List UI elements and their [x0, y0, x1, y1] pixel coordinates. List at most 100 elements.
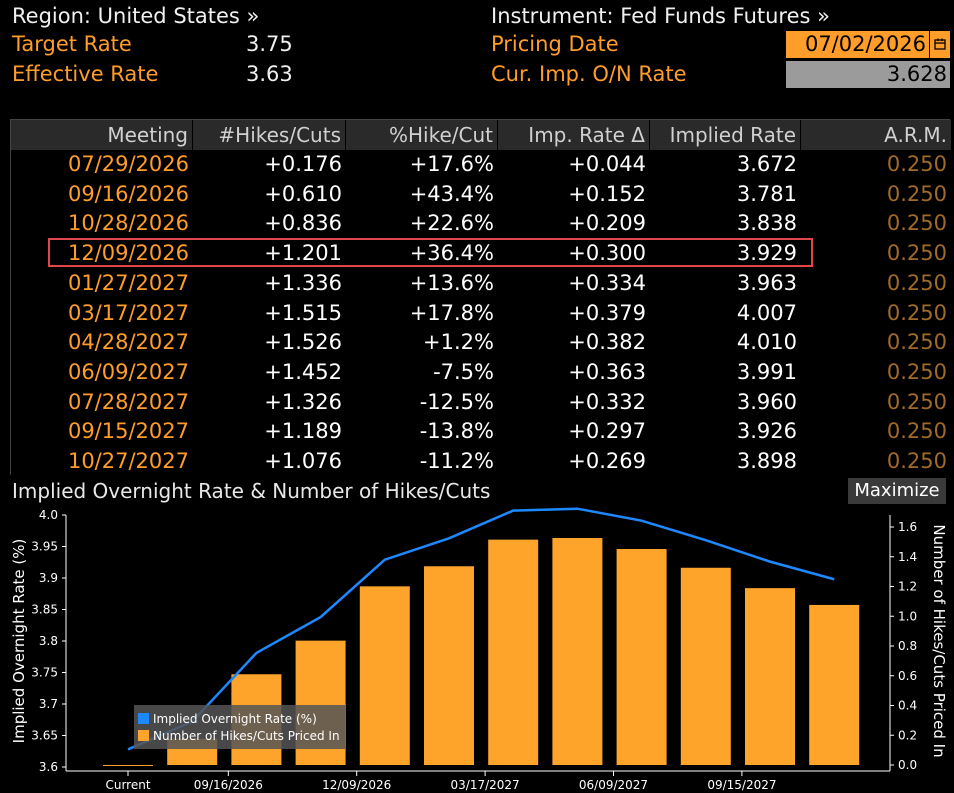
x-tick-label: 09/16/2026 [194, 778, 263, 792]
legend-label-rate: Implied Overnight Rate (%) [153, 712, 317, 726]
hikes-cuts-value: +0.836 [264, 211, 342, 236]
x-tick-label: Current [105, 778, 150, 792]
pct-hike-cut-value: +17.8% [409, 300, 494, 325]
meeting-date: 07/28/2027 [67, 389, 189, 414]
pct-hike-cut-value: -12.5% [419, 389, 494, 414]
arm-value: 0.250 [886, 300, 947, 325]
y2-tick-label: 0.2 [898, 728, 917, 742]
table-row[interactable]: 06/09/2027 +1.452 -7.5% +0.363 3.991 0.250 [11, 358, 951, 388]
hikes-cuts-value: +1.515 [264, 300, 342, 325]
target-rate-label: Target Rate [12, 32, 132, 56]
y2-tick-label: 1.6 [898, 520, 917, 534]
imp-rate-delta-value: +0.382 [568, 330, 646, 355]
implied-rate-value: 3.781 [736, 181, 797, 206]
x-tick-label: 06/09/2027 [579, 778, 648, 792]
hikes-cuts-value: +1.326 [264, 389, 342, 414]
y-tick-label: 3.65 [31, 729, 58, 743]
hikes-bar[interactable] [680, 567, 731, 765]
y2-tick-label: 0.8 [898, 639, 917, 653]
hikes-bar[interactable] [359, 586, 410, 765]
arm-value: 0.250 [886, 359, 947, 384]
implied-rate-value: 3.991 [736, 359, 797, 384]
table-row[interactable]: 07/28/2027 +1.326 -12.5% +0.332 3.960 0.250 [11, 388, 951, 418]
hikes-bar[interactable] [103, 765, 153, 766]
chart-title: Implied Overnight Rate & Number of Hikes… [12, 479, 491, 503]
hikes-bar[interactable] [809, 604, 860, 765]
col-imp-rate-delta[interactable]: Imp. Rate Δ [498, 120, 650, 150]
pct-hike-cut-value: -13.8% [419, 419, 494, 444]
y2-axis-label: Number of Hikes/Cuts Priced In [930, 524, 948, 757]
region-selector[interactable]: Region: United States » [12, 4, 260, 28]
table-header: Meeting #Hikes/Cuts %Hike/Cut Imp. Rate … [11, 120, 951, 150]
y-tick-label: 3.75 [31, 666, 58, 680]
table-row[interactable]: 09/15/2027 +1.189 -13.8% +0.297 3.926 0.250 [11, 417, 951, 447]
imp-rate-delta-value: +0.332 [568, 389, 646, 414]
meeting-date: 03/17/2027 [67, 300, 189, 325]
hikes-cuts-value: +0.610 [264, 181, 342, 206]
y2-tick-label: 0.0 [898, 758, 917, 772]
legend-swatch-hikes [138, 730, 149, 741]
hikes-bar[interactable] [552, 538, 603, 765]
hikes-bar[interactable] [745, 588, 795, 765]
legend-label-hikes: Number of Hikes/Cuts Priced In [153, 729, 340, 743]
x-tick-label: 09/15/2027 [707, 778, 776, 792]
hikes-bar[interactable] [616, 549, 667, 765]
table-row[interactable]: 12/09/2026 +1.201 +36.4% +0.300 3.929 0.250 [11, 239, 951, 269]
pct-hike-cut-value: +1.2% [423, 330, 494, 355]
y2-tick-label: 1.0 [898, 609, 917, 623]
x-tick-label: 12/09/2026 [322, 778, 391, 792]
col-meeting[interactable]: Meeting [11, 120, 193, 150]
pct-hike-cut-value: +22.6% [409, 211, 494, 236]
implied-rate-value: 3.898 [736, 449, 797, 473]
instrument-selector[interactable]: Instrument: Fed Funds Futures » [491, 4, 830, 28]
pct-hike-cut-value: +17.6% [409, 152, 494, 176]
implied-rate-value: 3.963 [736, 270, 797, 295]
arm-value: 0.250 [886, 211, 947, 236]
maximize-button[interactable]: Maximize [848, 478, 946, 504]
implied-rate-line [127, 507, 835, 751]
arm-value: 0.250 [886, 152, 947, 176]
col-pct-hike-cut[interactable]: %Hike/Cut [346, 120, 498, 150]
x-tick-label: 03/17/2027 [451, 778, 520, 792]
arm-value: 0.250 [886, 270, 947, 295]
meeting-date: 09/15/2027 [67, 419, 189, 444]
col-arm[interactable]: A.R.M. [801, 120, 951, 150]
table-row[interactable]: 09/16/2026 +0.610 +43.4% +0.152 3.781 0.250 [11, 180, 951, 210]
pricing-date-input[interactable]: 07/02/2026 [786, 31, 929, 58]
pct-hike-cut-value: +36.4% [409, 241, 494, 266]
y-tick-label: 3.7 [39, 697, 58, 711]
imp-rate-delta-value: +0.300 [568, 241, 646, 266]
meeting-date: 06/09/2027 [67, 359, 189, 384]
implied-rate-value: 3.960 [736, 389, 797, 414]
meeting-date: 09/16/2026 [67, 181, 189, 206]
hikes-bar[interactable] [488, 539, 539, 765]
meeting-date: 07/29/2026 [67, 152, 189, 176]
table-row[interactable]: 03/17/2027 +1.515 +17.8% +0.379 4.007 0.250 [11, 299, 951, 329]
table-row[interactable]: 10/28/2026 +0.836 +22.6% +0.209 3.838 0.250 [11, 209, 951, 239]
hikes-cuts-value: +0.176 [264, 152, 342, 176]
y-tick-label: 3.95 [31, 540, 58, 554]
imp-rate-delta-value: +0.379 [568, 300, 646, 325]
y2-tick-label: 0.6 [898, 669, 917, 683]
implied-rate-value: 4.010 [736, 330, 797, 355]
table-row[interactable]: 04/28/2027 +1.526 +1.2% +0.382 4.010 0.250 [11, 328, 951, 358]
cur-imp-rate-field[interactable]: 3.628 [786, 61, 950, 88]
calendar-icon[interactable] [930, 31, 950, 58]
arm-value: 0.250 [886, 389, 947, 414]
meeting-date: 12/09/2026 [67, 241, 189, 266]
table-row[interactable]: 01/27/2027 +1.336 +13.6% +0.334 3.963 0.250 [11, 269, 951, 299]
hikes-cuts-value: +1.189 [264, 419, 342, 444]
col-hikes-cuts[interactable]: #Hikes/Cuts [193, 120, 346, 150]
y-tick-label: 3.85 [31, 603, 58, 617]
table-row[interactable]: 10/27/2027 +1.076 -11.2% +0.269 3.898 0.250 [11, 447, 951, 477]
table-row[interactable]: 07/29/2026 +0.176 +17.6% +0.044 3.672 0.250 [11, 150, 951, 180]
implied-rate-value: 3.929 [736, 241, 797, 266]
arm-value: 0.250 [886, 181, 947, 206]
pricing-date-label: Pricing Date [491, 32, 619, 56]
meeting-date: 01/27/2027 [67, 270, 189, 295]
hikes-bar[interactable] [424, 566, 474, 765]
y-axis-label: Implied Overnight Rate (%) [10, 539, 28, 744]
target-rate-value: 3.75 [246, 32, 293, 56]
y-tick-label: 3.6 [39, 760, 58, 774]
col-implied-rate[interactable]: Implied Rate [650, 120, 801, 150]
